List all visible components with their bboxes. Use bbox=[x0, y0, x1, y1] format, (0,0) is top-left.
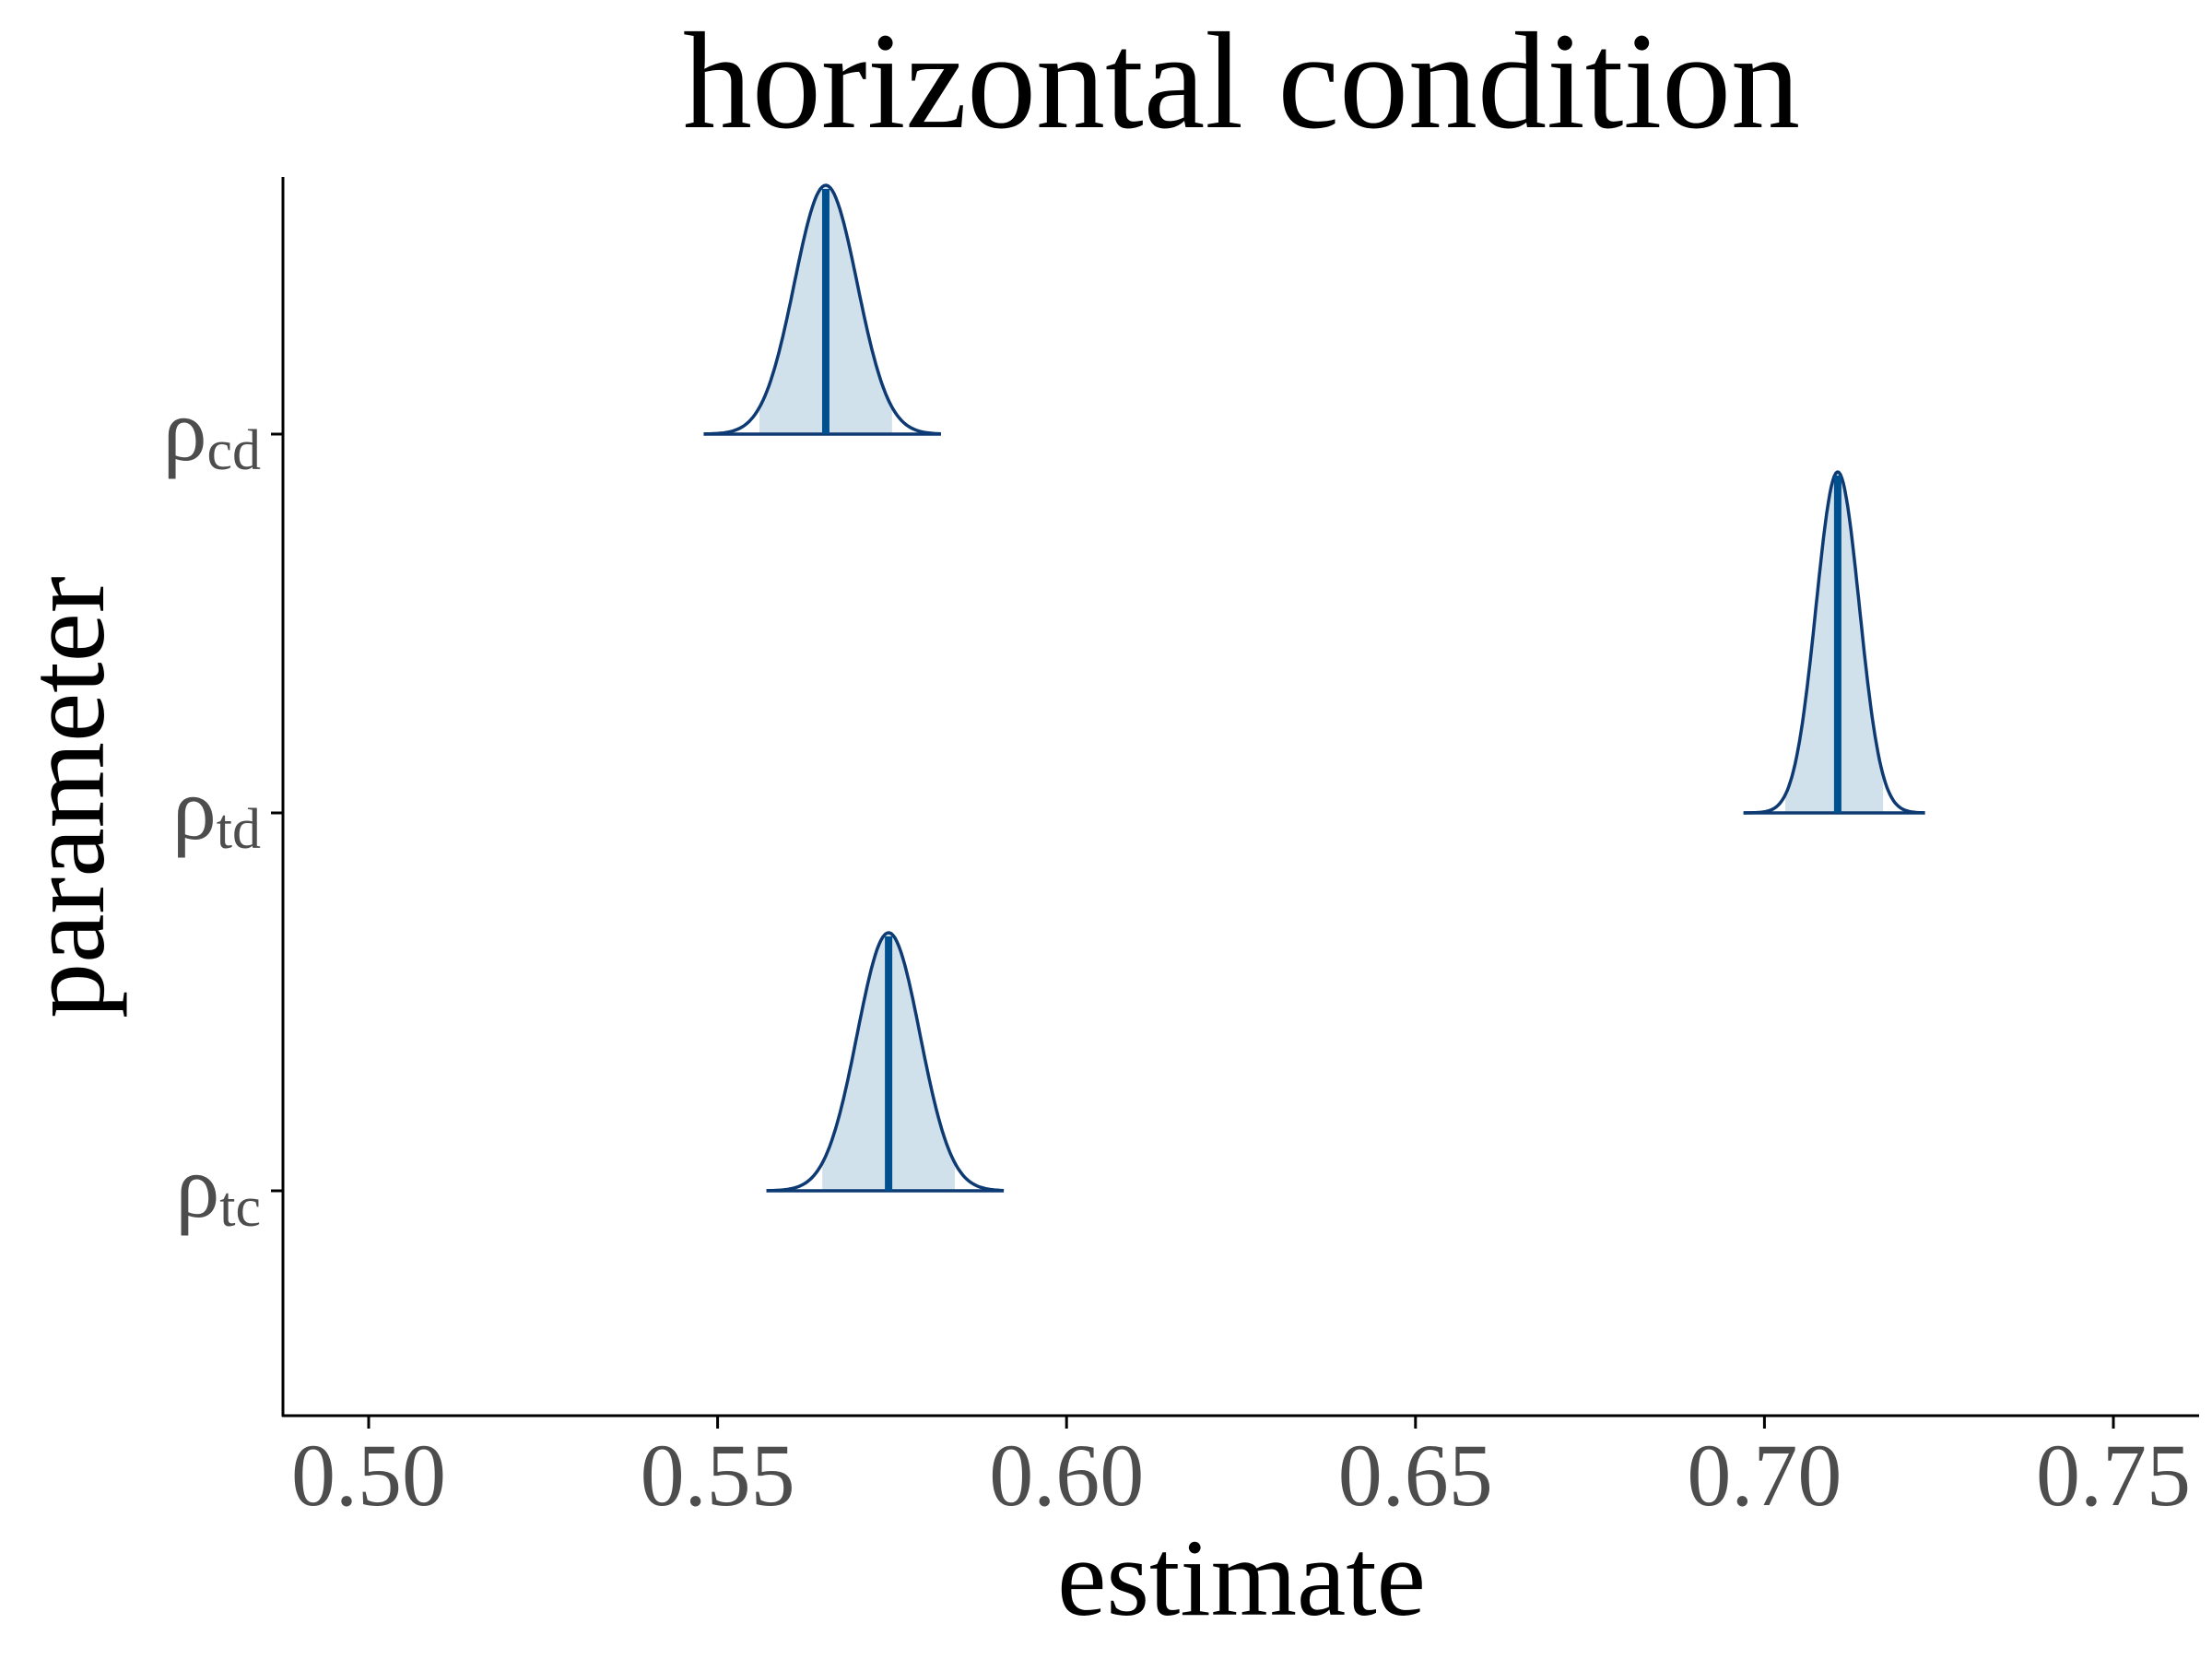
x-tick-label: 0.50 bbox=[291, 1426, 446, 1524]
y-tick-subscript: cd bbox=[206, 419, 261, 482]
x-axis-ticks: 0.50 0.55 0.60 0.65 0.70 0.75 bbox=[291, 1417, 2191, 1524]
x-tick-label: 0.70 bbox=[1687, 1426, 1841, 1524]
y-tick-subscript: tc bbox=[219, 1176, 261, 1239]
x-tick-label: 0.65 bbox=[1338, 1426, 1493, 1524]
y-tick-label: ρtd bbox=[172, 759, 261, 861]
density-curve bbox=[703, 183, 941, 436]
chart-title: horizontal condition bbox=[683, 5, 1800, 158]
x-tick-label: 0.60 bbox=[989, 1426, 1144, 1524]
x-tick-label: 0.55 bbox=[641, 1426, 795, 1524]
y-tick-label: ρtc bbox=[175, 1137, 261, 1239]
density-curve bbox=[766, 931, 1005, 1193]
y-tick-label: ρcd bbox=[163, 381, 261, 482]
y-tick-symbol: ρ bbox=[163, 381, 207, 479]
y-axis-title: parameter bbox=[5, 576, 127, 1018]
y-tick-symbol: ρ bbox=[175, 1137, 219, 1236]
x-tick-label: 0.75 bbox=[2036, 1426, 2191, 1524]
plot-area bbox=[703, 183, 1925, 1193]
y-tick-subscript: td bbox=[217, 798, 261, 861]
y-tick-symbol: ρ bbox=[172, 759, 217, 858]
x-axis-title: estimate bbox=[1057, 1516, 1426, 1639]
